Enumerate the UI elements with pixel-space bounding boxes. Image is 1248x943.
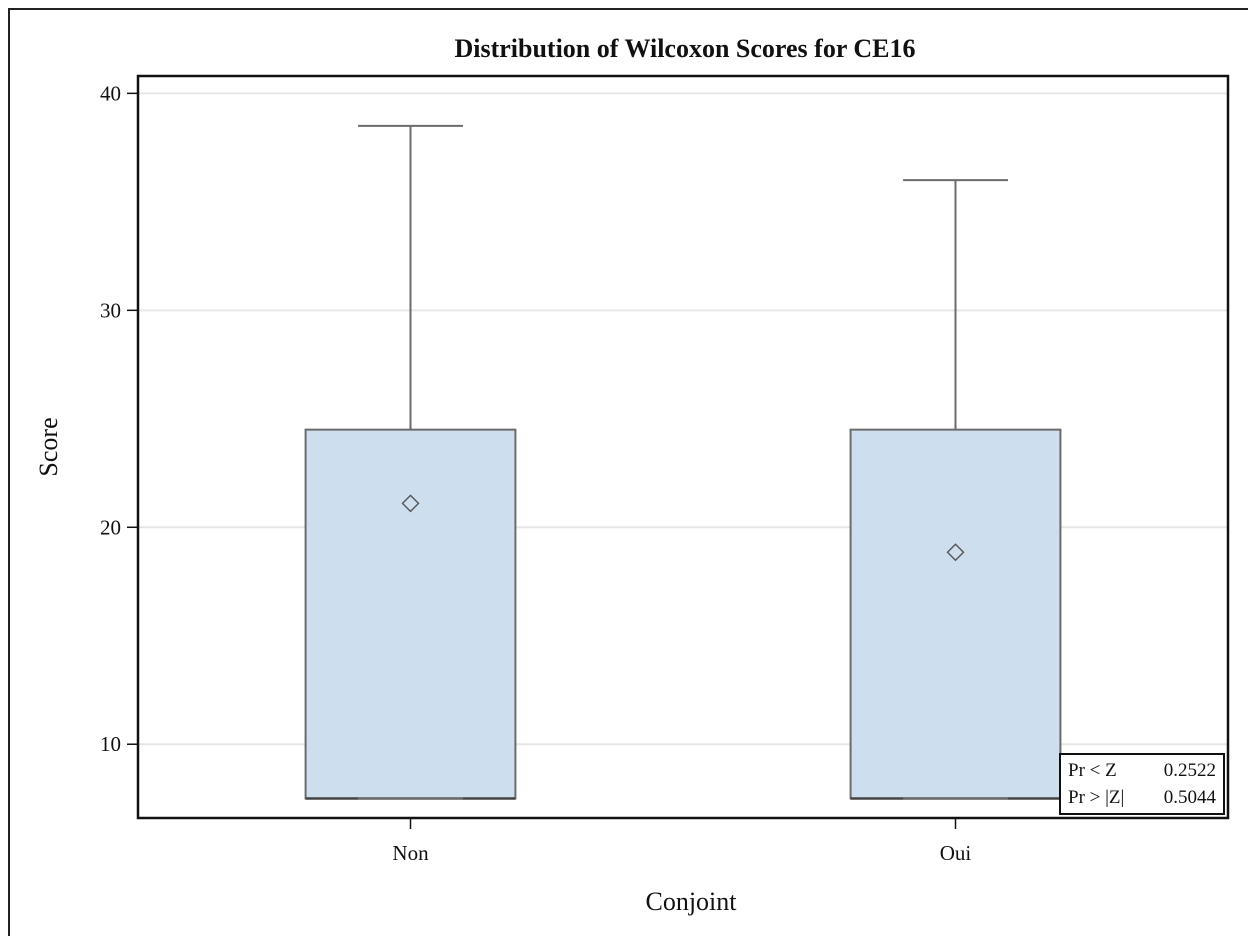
stats-inset-table: Pr < Z 0.2522 Pr > |Z| 0.5044: [1059, 753, 1225, 815]
box-plot-chart: Distribution of Wilcoxon Scores for CE16…: [34, 34, 1230, 916]
x-axis: Non Oui: [392, 818, 971, 865]
y-axis-label: Score: [34, 417, 63, 476]
x-tick-label: Oui: [940, 841, 972, 865]
iqr-box: [849, 428, 1062, 800]
mean-marker: [401, 494, 420, 513]
mean-marker: [946, 543, 965, 562]
y-tick-label: 10: [100, 732, 121, 756]
inset-border: [1059, 753, 1225, 815]
x-axis-label: Conjoint: [645, 887, 737, 916]
inset-row-label: Pr < Z: [1068, 760, 1117, 781]
y-tick-label: 30: [100, 298, 121, 322]
gridlines: [138, 92, 1228, 746]
plot-area-border: [136, 74, 1230, 820]
chart-title: Distribution of Wilcoxon Scores for CE16: [454, 34, 915, 63]
x-tick-label: Non: [392, 841, 429, 865]
iqr-box: [304, 428, 517, 800]
box-group-non: [304, 124, 517, 800]
y-tick-label: 40: [100, 81, 121, 105]
boxes-layer: [304, 124, 1062, 800]
y-axis: 10 20 30 40: [100, 81, 138, 756]
inset-row-label: Pr > |Z|: [1068, 787, 1124, 808]
inset-row-value: 0.2522: [1164, 760, 1216, 781]
box-group-oui: [849, 179, 1062, 800]
y-tick-label: 20: [100, 515, 121, 539]
chart-frame: Distribution of Wilcoxon Scores for CE16…: [8, 8, 1248, 936]
inset-row-value: 0.5044: [1164, 787, 1217, 808]
